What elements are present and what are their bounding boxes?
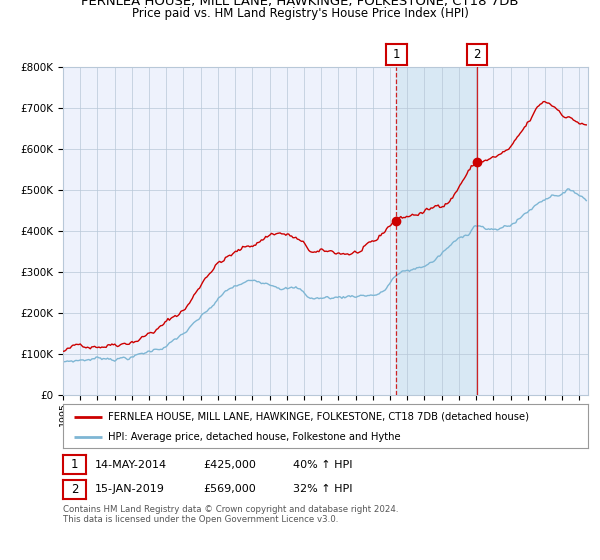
Text: £569,000: £569,000 (203, 484, 256, 494)
Text: Contains HM Land Registry data © Crown copyright and database right 2024.
This d: Contains HM Land Registry data © Crown c… (63, 505, 398, 524)
Text: HPI: Average price, detached house, Folkestone and Hythe: HPI: Average price, detached house, Folk… (107, 432, 400, 442)
Text: Price paid vs. HM Land Registry's House Price Index (HPI): Price paid vs. HM Land Registry's House … (131, 7, 469, 20)
Text: 2: 2 (71, 483, 78, 496)
Text: 14-MAY-2014: 14-MAY-2014 (95, 460, 167, 470)
Text: 1: 1 (71, 458, 78, 472)
Bar (397, 67, 477, 395)
Text: £425,000: £425,000 (203, 460, 256, 470)
Text: 40% ↑ HPI: 40% ↑ HPI (293, 460, 352, 470)
Text: FERNLEA HOUSE, MILL LANE, HAWKINGE, FOLKESTONE, CT18 7DB: FERNLEA HOUSE, MILL LANE, HAWKINGE, FOLK… (81, 0, 519, 8)
Text: 1: 1 (392, 48, 400, 61)
Text: FERNLEA HOUSE, MILL LANE, HAWKINGE, FOLKESTONE, CT18 7DB (detached house): FERNLEA HOUSE, MILL LANE, HAWKINGE, FOLK… (107, 412, 529, 422)
Text: 32% ↑ HPI: 32% ↑ HPI (293, 484, 352, 494)
Text: 15-JAN-2019: 15-JAN-2019 (95, 484, 164, 494)
Text: 2: 2 (473, 48, 481, 61)
